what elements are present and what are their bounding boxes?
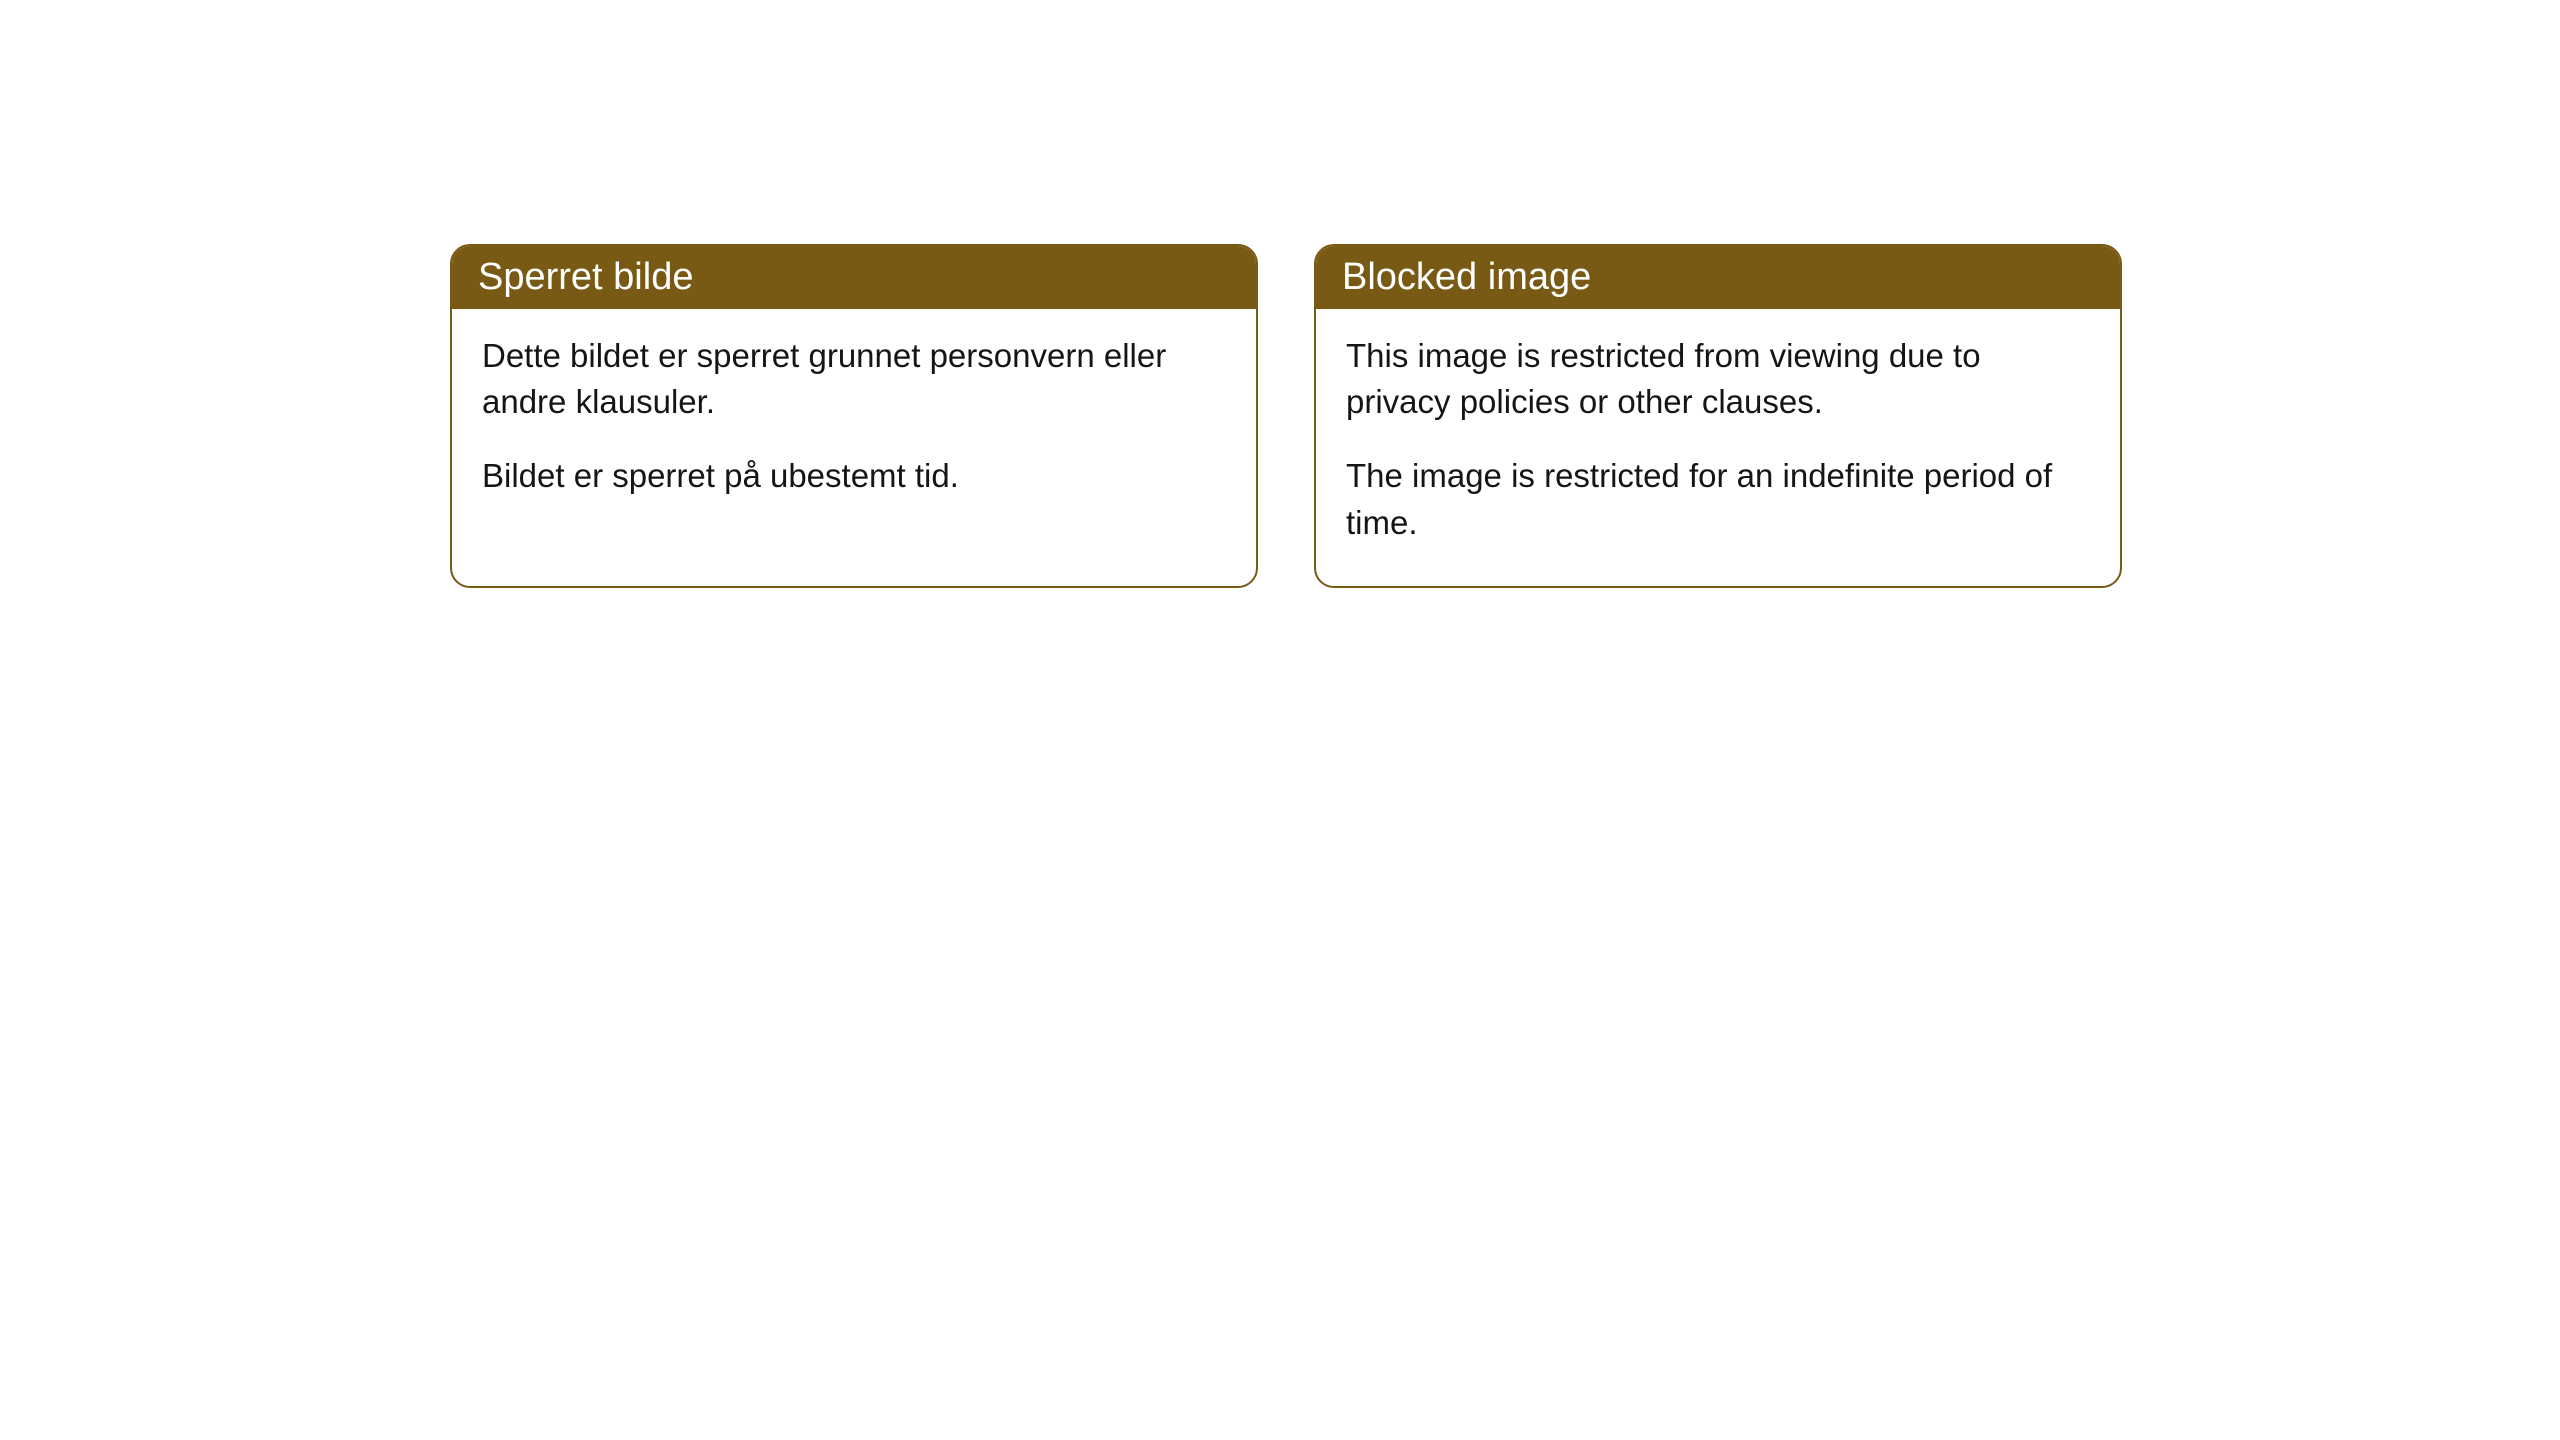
notice-text-en-2: The image is restricted for an indefinit… <box>1346 453 2090 545</box>
notice-text-no-2: Bildet er sperret på ubestemt tid. <box>482 453 1226 499</box>
blocked-image-card-no: Sperret bilde Dette bildet er sperret gr… <box>450 244 1258 588</box>
blocked-image-card-en: Blocked image This image is restricted f… <box>1314 244 2122 588</box>
card-header-en: Blocked image <box>1316 246 2120 309</box>
card-body-en: This image is restricted from viewing du… <box>1316 309 2120 586</box>
notice-text-no-1: Dette bildet er sperret grunnet personve… <box>482 333 1226 425</box>
notice-cards-container: Sperret bilde Dette bildet er sperret gr… <box>450 244 2122 588</box>
card-header-no: Sperret bilde <box>452 246 1256 309</box>
notice-text-en-1: This image is restricted from viewing du… <box>1346 333 2090 425</box>
card-body-no: Dette bildet er sperret grunnet personve… <box>452 309 1256 540</box>
